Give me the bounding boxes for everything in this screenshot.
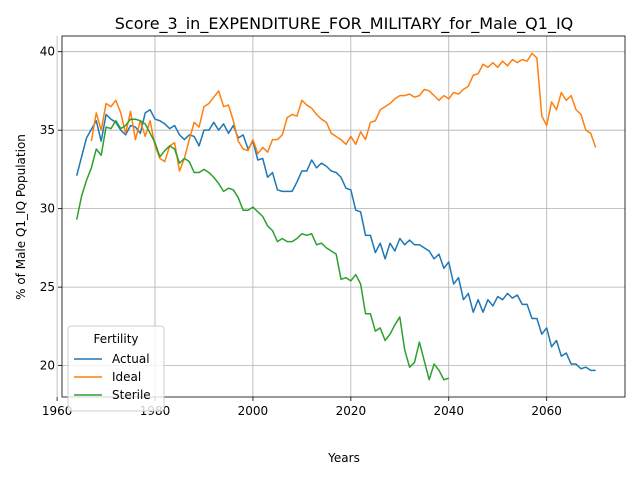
y-tick-label: 40 — [40, 45, 55, 59]
y-tick-label: 25 — [40, 280, 55, 294]
y-axis-label: % of Male Q1_IQ Population — [14, 134, 28, 300]
series-layer — [75, 52, 597, 381]
x-tick-label: 2040 — [433, 404, 464, 418]
y-tick-label: 35 — [40, 123, 55, 137]
legend-entry: Sterile — [112, 388, 151, 402]
legend: Fertility Actual Ideal Sterile — [67, 325, 165, 412]
grid-lines — [56, 36, 625, 397]
x-tick-label: 1960 — [42, 404, 73, 418]
series-line-sterile — [75, 118, 449, 381]
series-line-actual — [75, 109, 596, 372]
x-axis-label: Years — [327, 451, 360, 465]
legend-box — [67, 325, 165, 412]
y-tick-label: 20 — [40, 359, 55, 373]
chart-title: Score_3_in_EXPENDITURE_FOR_MILITARY_for_… — [115, 14, 574, 34]
x-tick-label: 2060 — [531, 404, 562, 418]
series-line-ideal — [90, 52, 597, 172]
y-axis: 20 25 30 35 40 — [40, 45, 62, 373]
legend-entry: Actual — [112, 352, 150, 366]
legend-entry: Ideal — [112, 370, 141, 384]
x-tick-label: 2020 — [336, 404, 367, 418]
plot-area-frame — [61, 35, 626, 398]
legend-title: Fertility — [93, 332, 138, 346]
y-tick-label: 30 — [40, 202, 55, 216]
x-tick-label: 2000 — [238, 404, 269, 418]
